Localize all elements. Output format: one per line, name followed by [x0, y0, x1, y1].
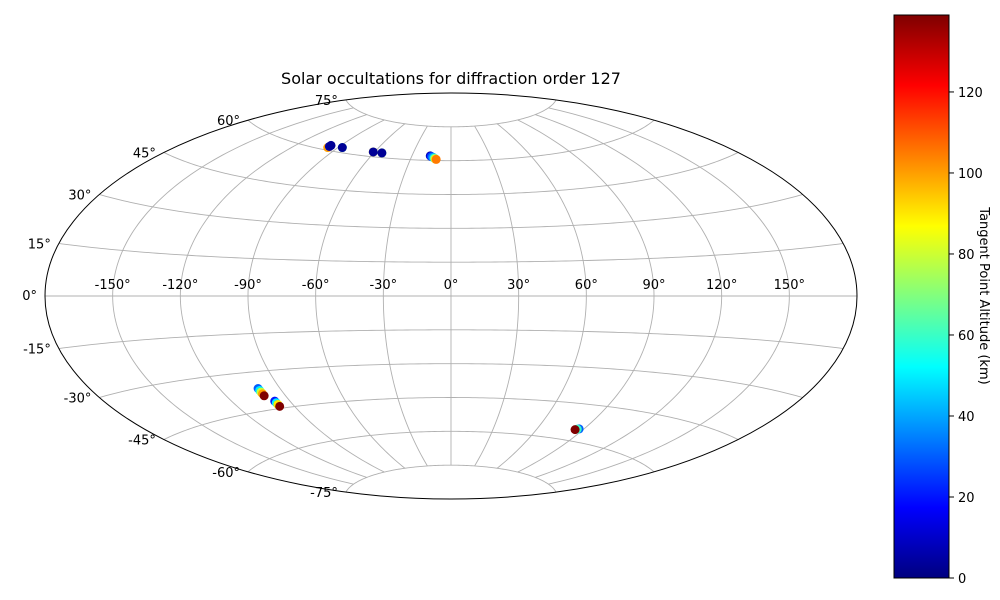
data-point	[275, 401, 285, 411]
longitude-gridline	[179, 114, 367, 478]
latitude-tick-label: 75°	[315, 94, 338, 109]
longitude-tick-label: 90°	[642, 278, 665, 293]
latitude-gridline	[345, 99, 557, 128]
longitude-gridline	[247, 119, 385, 473]
latitude-tick-label: 0°	[22, 289, 37, 304]
scatter-points	[253, 140, 584, 435]
latitude-tick-label: 30°	[68, 189, 91, 204]
longitude-tick-label: -120°	[162, 278, 198, 293]
latitude-tick-label: -75°	[310, 486, 338, 501]
longitude-tick-label: 150°	[774, 278, 805, 293]
latitude-tick-labels: 75° 60° 45° 30° 15° 0° -15° -30° -45° -60° -75°	[22, 94, 338, 501]
graticule	[45, 99, 857, 493]
longitude-tick-label: -90°	[234, 278, 262, 293]
latitude-tick-label: 60°	[217, 114, 240, 129]
data-point	[377, 148, 387, 158]
longitude-tick-label: -150°	[95, 278, 131, 293]
longitude-gridline	[517, 119, 655, 473]
colorbar-tick-label: 80	[958, 248, 975, 263]
data-point	[337, 143, 347, 153]
data-point	[570, 425, 580, 435]
colorbar-label: Tangent Point Altitude (km)	[976, 206, 991, 384]
latitude-tick-label: 15°	[28, 237, 51, 252]
data-point	[259, 391, 269, 401]
chart-title: Solar occultations for diffraction order…	[281, 69, 621, 88]
longitude-tick-label: 0°	[444, 278, 459, 293]
latitude-tick-label: -60°	[212, 466, 240, 481]
longitude-tick-label: 120°	[706, 278, 737, 293]
longitude-tick-label: -60°	[302, 278, 330, 293]
longitude-tick-label: 30°	[507, 278, 530, 293]
longitude-tick-label: 60°	[575, 278, 598, 293]
colorbar-tick-label: 60	[958, 329, 975, 344]
latitude-tick-label: -30°	[64, 392, 92, 407]
colorbar-tick-label: 40	[958, 410, 975, 425]
colorbar-tick-label: 100	[958, 167, 983, 182]
longitude-gridline	[548, 107, 790, 485]
longitude-tick-labels: -150° -120° -90° -60° -30° 0° 30° 60° 90° 120° 150…	[95, 278, 805, 293]
longitude-tick-label: -30°	[369, 278, 397, 293]
longitude-gridline	[315, 123, 406, 469]
colorbar	[893, 14, 950, 579]
data-point	[326, 140, 336, 150]
longitude-gridline	[496, 123, 587, 469]
longitude-gridline	[474, 125, 520, 467]
data-point	[431, 154, 441, 164]
data-point	[368, 147, 378, 157]
colorbar-tick-label: 20	[958, 491, 975, 506]
latitude-gridline	[345, 464, 557, 493]
map-boundary	[44, 92, 858, 500]
colorbar-tick-label: 120	[958, 86, 983, 101]
latitude-tick-label: -45°	[128, 434, 156, 449]
colorbar-ticks: 0 20 40 60 80 100 120	[949, 86, 983, 587]
longitude-gridline	[382, 125, 428, 467]
colorbar-tick-label: 0	[958, 572, 966, 587]
longitude-gridline	[112, 107, 354, 485]
longitude-gridline	[535, 114, 723, 478]
latitude-tick-label: -15°	[23, 343, 51, 358]
latitude-tick-label: 45°	[133, 146, 156, 161]
